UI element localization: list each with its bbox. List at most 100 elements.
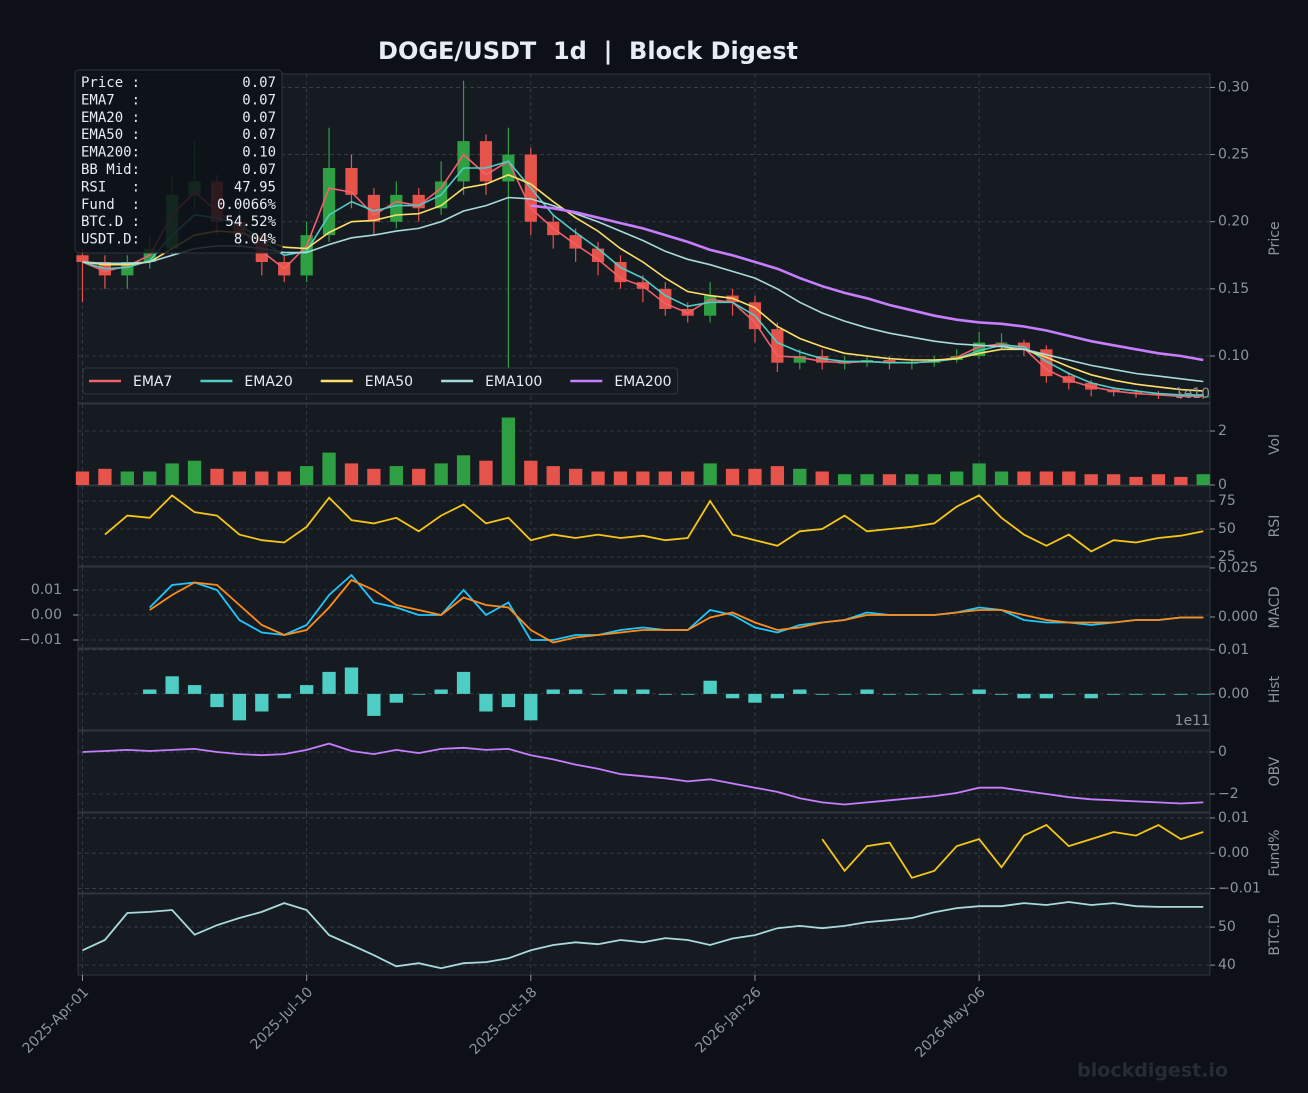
bar [344,463,359,485]
y-tick-label: 0.10 [1218,348,1249,364]
y2-tick-label: 0.000 [1218,609,1258,625]
bar [703,463,717,485]
candle-body [300,235,313,276]
y-axis-label: RSI [1267,515,1283,538]
bar [1062,471,1076,485]
bar [299,466,314,485]
bar [568,468,583,485]
bar [613,689,628,694]
y-tick-label: 75 [1218,493,1236,509]
y-tick-label: 0.01 [1218,642,1249,658]
panel-background [77,566,1211,649]
info-label: BTC.D : [81,214,140,230]
info-value: 0.07 [242,127,276,143]
candle-body [345,168,358,195]
bar [143,471,157,485]
y-tick-label: 0.01 [1218,810,1249,826]
y-tick-label: 0 [1218,744,1227,760]
bar [546,689,560,694]
bar [344,667,359,694]
bar [1039,693,1054,699]
legend-label: EMA100 [485,374,542,390]
candle-body [793,356,806,363]
bar [187,685,202,694]
panel-background [77,730,1211,813]
bar [950,693,964,695]
legend-label: EMA20 [244,374,292,390]
bar [210,468,224,485]
bar [389,693,403,703]
y-axis-label: Fund% [1267,829,1283,876]
bar [860,474,874,485]
bar [277,693,291,699]
bar [793,689,807,694]
info-value: 0.0066% [217,197,277,213]
bar [613,471,628,485]
bar [972,689,986,694]
info-label: Fund : [81,197,140,213]
candle-body [502,154,515,182]
bar [725,693,740,699]
bar [905,693,919,695]
bar [98,468,112,485]
y-tick-label: 50 [1218,919,1236,935]
y-tick-label: −0.01 [1218,880,1261,896]
panel-background [77,485,1211,567]
offset-text: 1e11 [1175,713,1210,729]
bar [591,471,605,485]
bar [1129,693,1143,695]
bar [568,689,583,694]
candle-body [76,255,89,262]
panel-background [77,893,1211,976]
panel [77,893,1211,976]
bar [165,676,179,694]
bar [322,671,336,694]
candle-body [771,329,784,363]
y2-tick-label: 0.025 [1218,560,1258,576]
info-value: 8.04% [234,232,277,248]
bar [165,463,179,485]
y-tick-label: 0.15 [1218,281,1249,297]
bar [681,693,695,695]
bar [770,693,785,699]
ema-line [530,204,1204,362]
y-tick-label: 0.20 [1218,214,1249,230]
bar [524,460,538,485]
bar [524,693,538,721]
bar [1106,693,1121,695]
candle-body [704,295,717,316]
indicator-line [149,578,1204,644]
bar [994,471,1009,485]
bar [1106,474,1121,485]
bar [658,471,672,485]
bar [681,471,695,485]
y-tick-label: 0.01 [31,582,62,598]
y-tick-label: −2 [1218,786,1239,802]
bar [479,460,493,485]
info-label: Price : [81,75,140,91]
bar [277,471,291,485]
bar [815,471,829,485]
info-label: USDT.D: [81,232,140,248]
panel [77,566,1211,649]
bar [950,471,964,485]
bar [748,468,762,485]
chart-title: DOGE/USDT 1d | Block Digest [378,37,798,65]
bar [299,685,314,694]
bar [994,693,1009,695]
info-label: RSI : [81,179,140,195]
indicator-line [82,901,1204,970]
bar [636,471,650,485]
bar [255,693,269,712]
bar [367,468,381,485]
bar [793,468,807,485]
bar [232,693,247,721]
legend-label: EMA50 [365,374,413,390]
bar [501,417,516,485]
info-label: EMA7 : [81,92,140,108]
bar [1174,693,1188,695]
info-label: EMA20 : [81,110,140,126]
bar [1151,693,1166,695]
info-label: BB Mid: [81,162,140,178]
